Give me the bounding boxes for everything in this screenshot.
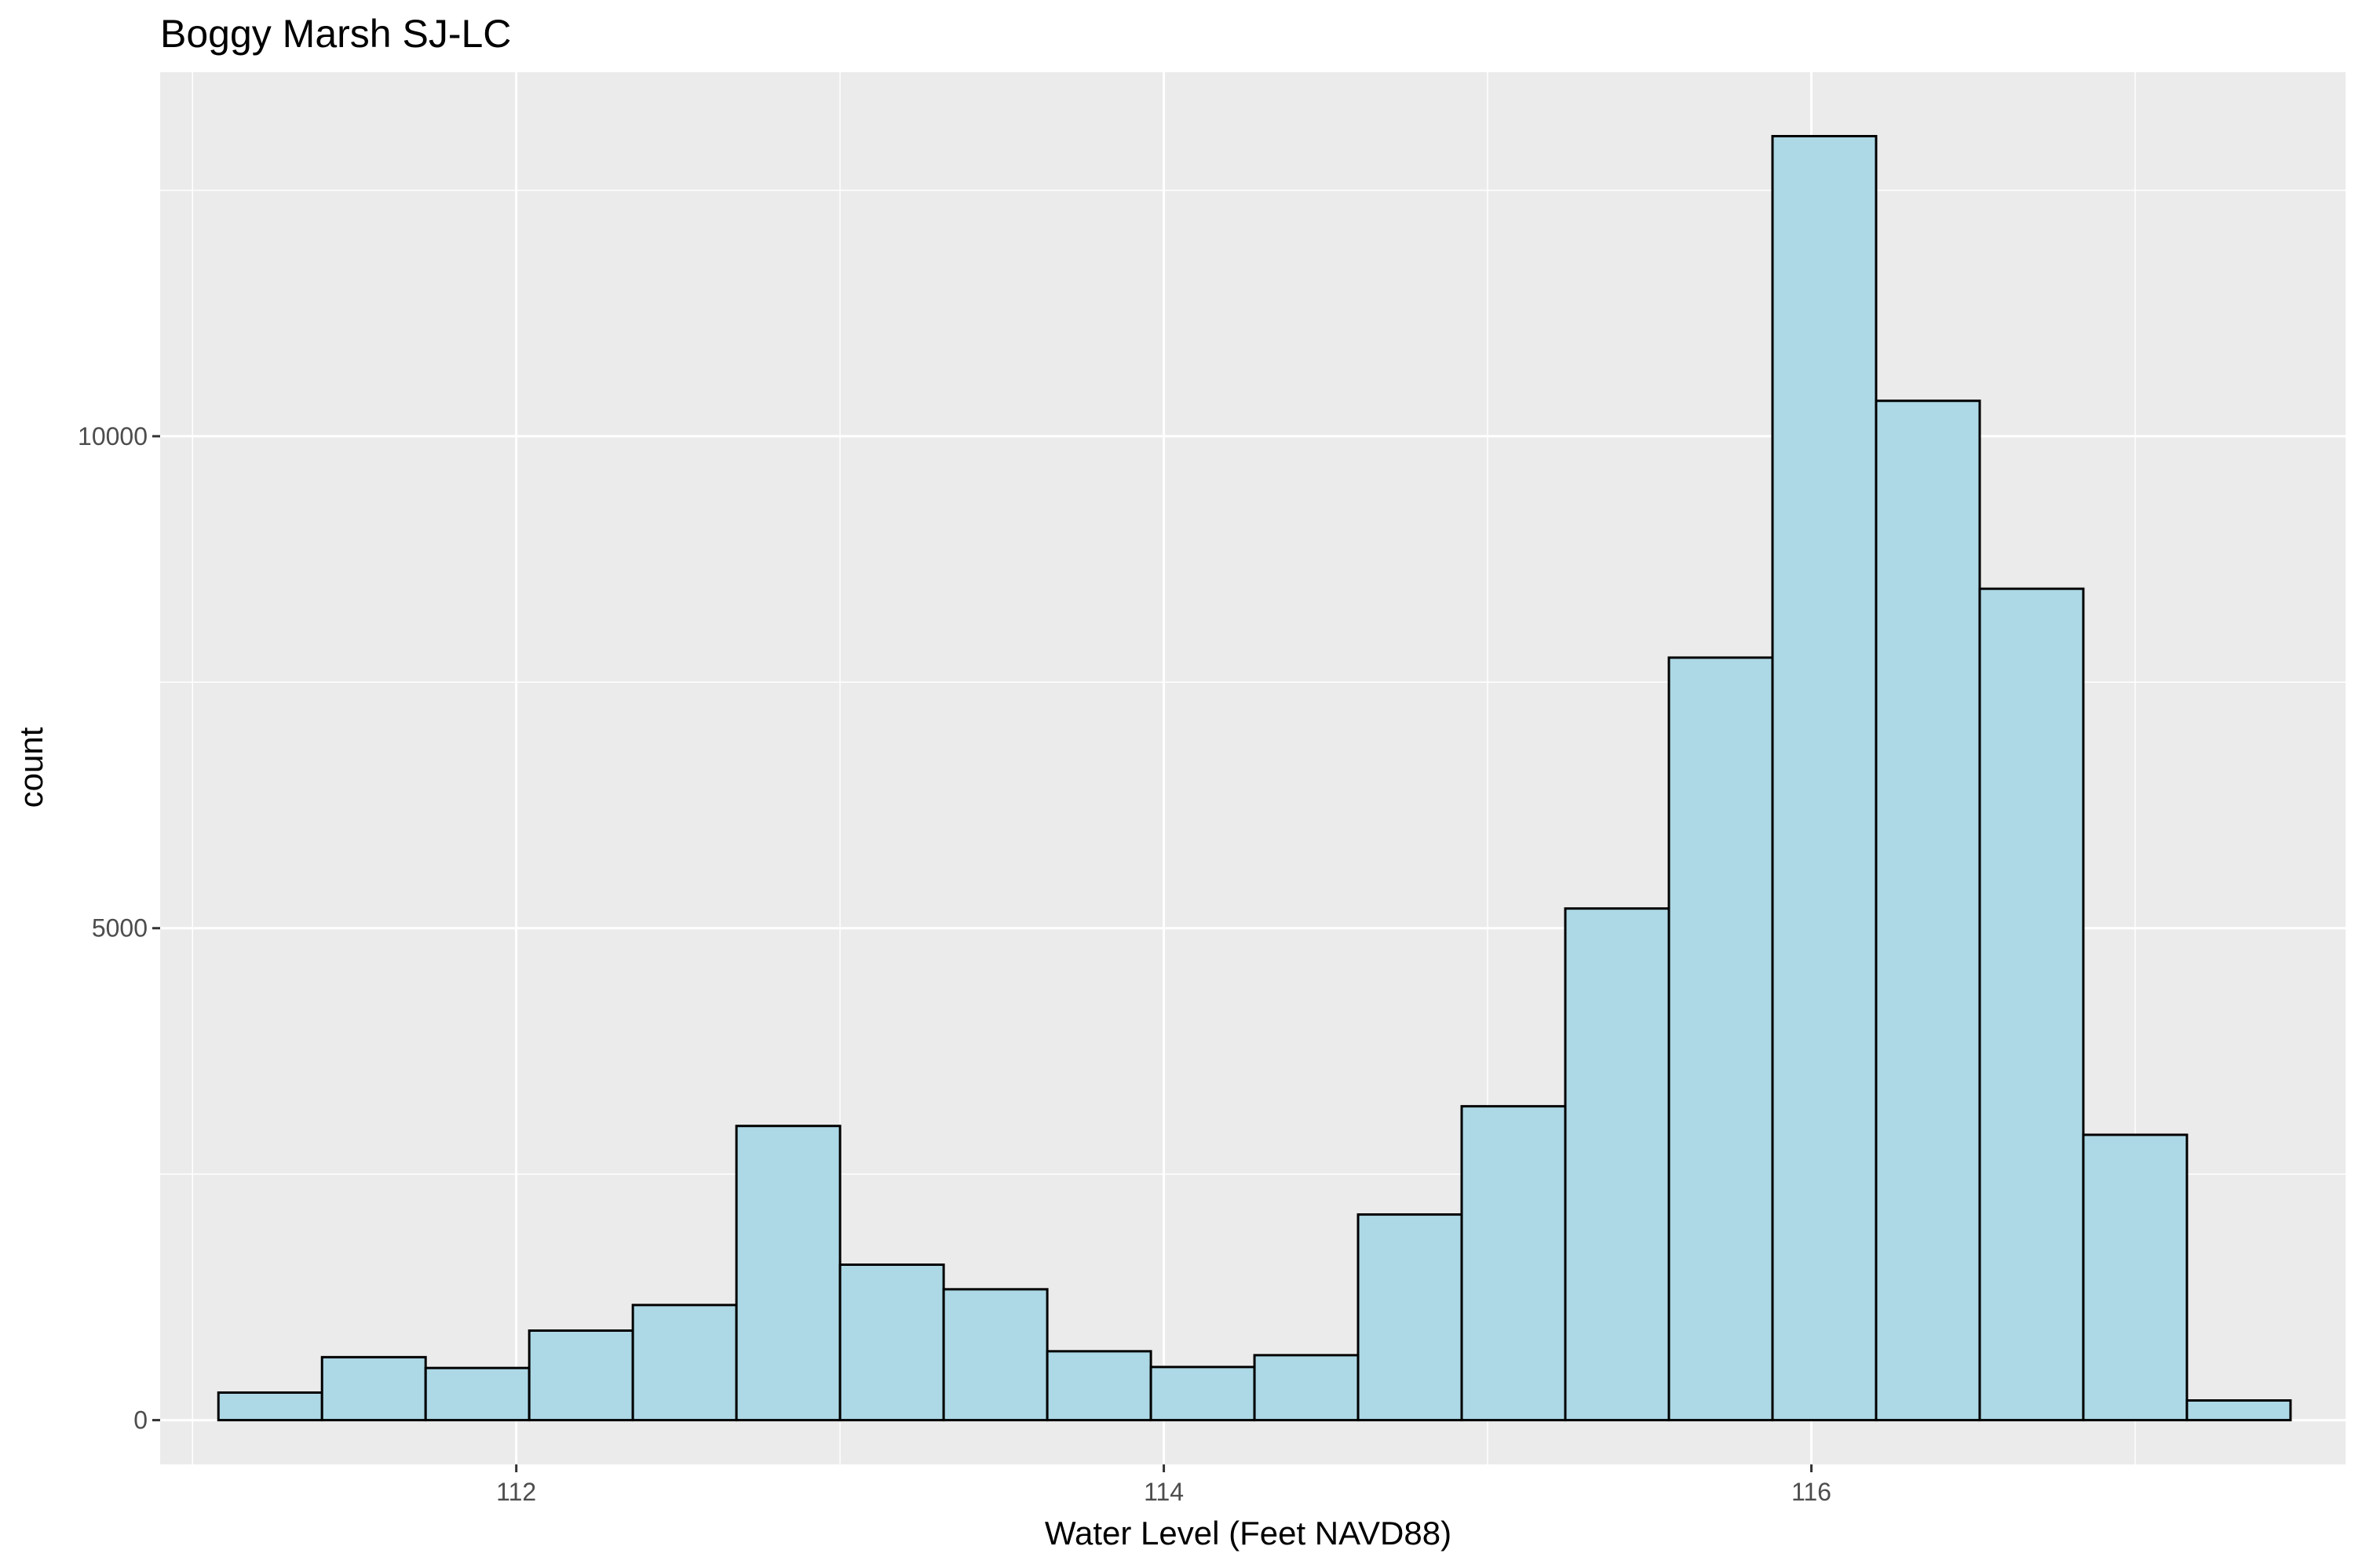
chart-title: Boggy Marsh SJ-LC [160, 12, 511, 56]
histogram-bar [1875, 399, 1981, 1422]
histogram-bar [1667, 656, 1774, 1422]
histogram-bar [424, 1366, 531, 1422]
histogram-bar [1356, 1213, 1463, 1422]
histogram-bar [1564, 907, 1670, 1422]
histogram-bar [1771, 134, 1878, 1422]
histogram-bar [2185, 1399, 2292, 1422]
x-axis-ticks: 112 114 116 [496, 1464, 1831, 1506]
histogram-bar [735, 1125, 842, 1422]
histogram-bar [942, 1288, 1049, 1422]
histogram-bar [320, 1355, 427, 1422]
x-tick-label: 116 [1791, 1478, 1831, 1506]
histogram-bar [217, 1391, 323, 1422]
x-axis-title: Water Level (Feet NAVD88) [1045, 1515, 1451, 1552]
histogram-bar [1149, 1366, 1256, 1422]
histogram-bar [838, 1263, 945, 1422]
histogram-bar [1978, 587, 2085, 1422]
histogram-bars [217, 134, 2292, 1422]
y-tick-label: 10000 [78, 422, 148, 450]
x-tick-label: 112 [496, 1478, 536, 1506]
histogram-bar [528, 1329, 634, 1422]
histogram-bar [1460, 1105, 1567, 1422]
histogram-bar [631, 1304, 738, 1422]
x-tick-label: 114 [1144, 1478, 1184, 1506]
y-tick-label: 0 [133, 1406, 148, 1435]
histogram-bar [2082, 1133, 2189, 1422]
y-axis-title: count [13, 727, 49, 808]
histogram-bar [1253, 1354, 1360, 1422]
y-tick-label: 5000 [92, 914, 148, 943]
y-axis-ticks: 0 5000 10000 [78, 422, 160, 1435]
histogram-bar [1046, 1350, 1152, 1422]
